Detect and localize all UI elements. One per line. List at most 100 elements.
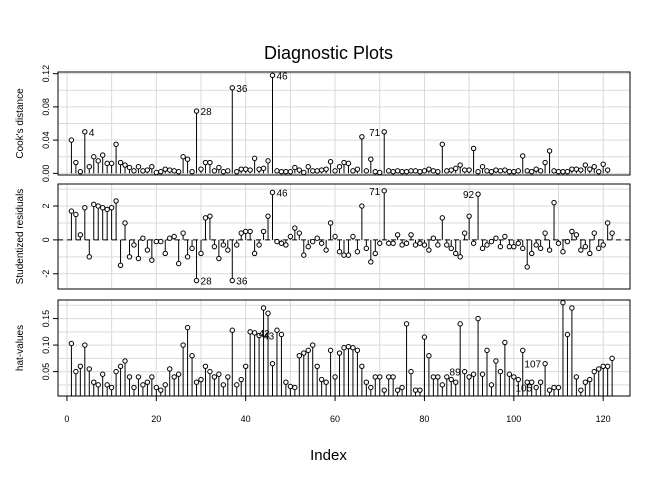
data-point: [283, 379, 289, 385]
panel-frame: [57, 183, 631, 290]
data-point: [77, 232, 84, 238]
y-tick-label: 0.05: [41, 363, 51, 381]
data-point: [327, 159, 334, 165]
data-point: [234, 168, 240, 175]
data-point: [95, 382, 101, 388]
data-point: [122, 358, 128, 364]
data-point: [560, 299, 566, 306]
data-point: [600, 242, 606, 248]
data-point: [484, 168, 490, 174]
data-point: [408, 232, 414, 238]
data-point: [274, 238, 280, 245]
data-point: [403, 168, 410, 175]
data-point: [318, 376, 325, 383]
data-point: [412, 242, 419, 248]
data-point: [524, 264, 530, 270]
y-tick-label: -2: [41, 270, 51, 278]
point-annotation: 92: [463, 190, 475, 201]
y-tick-label: 0.10: [41, 336, 51, 354]
panel-frame: [57, 71, 631, 176]
data-point: [377, 169, 383, 176]
data-point: [511, 374, 517, 380]
data-point: [207, 213, 213, 219]
data-point: [551, 384, 557, 391]
data-point: [126, 374, 133, 380]
data-point: [457, 254, 463, 260]
data-point: [528, 168, 535, 175]
data-point: [202, 159, 209, 166]
data-point: [408, 368, 414, 375]
data-point: [511, 168, 517, 175]
data-point: [403, 321, 410, 327]
data-point: [475, 315, 481, 322]
data-point: [385, 168, 392, 174]
data-point: [296, 167, 303, 173]
data-point: [104, 206, 110, 213]
data-point: [256, 166, 262, 172]
data-point: [247, 228, 253, 235]
data-point: [430, 374, 437, 380]
data-point: [502, 167, 508, 173]
data-point: [269, 189, 276, 196]
data-point: [493, 358, 499, 364]
data-point: [131, 384, 137, 391]
data-point: [484, 242, 490, 248]
data-point: [354, 347, 361, 354]
data-point: [466, 374, 472, 380]
data-point: [135, 163, 142, 170]
data-point: [301, 252, 307, 258]
data-point: [390, 374, 396, 380]
point-annotation: 36: [236, 84, 248, 95]
data-point: [421, 242, 428, 248]
data-point: [596, 245, 602, 252]
data-point: [537, 245, 544, 252]
data-point: [341, 345, 347, 351]
data-point: [73, 159, 79, 166]
data-point: [301, 169, 307, 176]
data-point: [587, 250, 593, 257]
x-tick-label: 120: [596, 414, 611, 424]
data-point: [390, 168, 396, 175]
point-annotation: 46: [277, 71, 289, 82]
data-point: [126, 164, 133, 171]
data-point: [582, 379, 589, 385]
data-point: [488, 168, 495, 175]
data-point: [350, 345, 356, 351]
data-point: [564, 238, 571, 245]
data-point: [569, 166, 575, 172]
data-point: [216, 255, 222, 262]
data-point: [260, 305, 267, 311]
y-tick-label: 0.00: [41, 165, 51, 183]
data-point: [600, 363, 606, 369]
data-point: [533, 242, 539, 248]
data-point: [430, 168, 437, 174]
x-tick-label: 20: [151, 414, 161, 424]
data-point: [91, 379, 97, 385]
data-point: [301, 350, 307, 356]
data-point: [260, 165, 267, 172]
data-point: [292, 225, 298, 231]
data-point: [546, 148, 553, 154]
data-point: [149, 374, 155, 380]
data-point: [488, 382, 495, 388]
data-point: [113, 368, 119, 375]
data-point: [99, 205, 106, 211]
data-point: [193, 277, 200, 284]
data-point: [453, 165, 459, 172]
data-point: [86, 254, 92, 260]
data-point: [524, 168, 530, 174]
data-point: [479, 371, 486, 377]
data-point: [158, 168, 164, 175]
data-point: [555, 384, 562, 391]
data-point: [113, 198, 119, 204]
panel-1: 4 28 36 46 71 0.00 0.04 0.08 0.12 Cook's distance: [15, 65, 631, 183]
data-point: [99, 371, 106, 377]
data-point: [444, 168, 450, 174]
data-point: [95, 158, 101, 164]
data-point: [149, 257, 155, 263]
data-point: [287, 383, 294, 390]
data-point: [144, 247, 151, 253]
data-point: [350, 168, 356, 174]
data-point: [310, 238, 316, 245]
data-point: [167, 235, 173, 241]
